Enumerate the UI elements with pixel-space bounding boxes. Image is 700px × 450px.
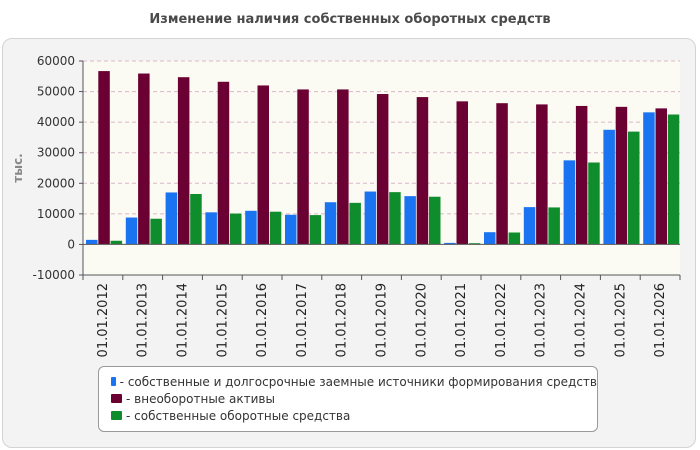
bar-series-2 — [575, 105, 588, 245]
bar-series-3 — [389, 192, 401, 245]
bar-series-3 — [269, 211, 282, 245]
bar-series-3 — [110, 240, 123, 245]
bar-series-3 — [508, 232, 521, 245]
y-tick-label: 60000 — [37, 54, 75, 68]
legend-swatch-sources — [111, 377, 116, 386]
bar-series-1 — [205, 212, 217, 245]
bar-series-1 — [245, 210, 257, 245]
bar-series-2 — [496, 103, 508, 245]
bar-series-2 — [376, 94, 389, 245]
x-tick-label: 01.01.2017 — [295, 283, 310, 357]
x-tick-label: 01.01.2014 — [176, 283, 191, 357]
legend-item-noncurrent-assets: - внеоборотные активы — [111, 390, 597, 407]
bar-series-3 — [667, 114, 680, 245]
bar-series-3 — [190, 193, 202, 245]
y-tick-label: 30000 — [37, 146, 75, 160]
x-tick-label: 01.01.2025 — [613, 283, 628, 357]
x-tick-label: 01.01.2026 — [653, 283, 668, 357]
y-tick-label: 50000 — [37, 85, 75, 99]
x-tick-label: 01.01.2022 — [494, 283, 509, 357]
bar-series-3 — [588, 162, 600, 245]
x-tick-label: 01.01.2024 — [574, 283, 589, 357]
x-tick-label: 01.01.2013 — [136, 283, 151, 357]
legend: - собственные и долгосрочные заемные ист… — [98, 366, 598, 432]
legend-item-working-capital: - собственные оборотные средства — [111, 407, 597, 424]
bar-series-3 — [230, 213, 242, 245]
legend-label-sources: - собственные и долгосрочные заемные ист… — [119, 374, 597, 389]
x-tick-label: 01.01.2020 — [414, 283, 429, 357]
x-tick-label: 01.01.2015 — [215, 283, 230, 357]
y-axis-title: тыс. — [11, 153, 25, 182]
bar-series-3 — [349, 202, 361, 245]
y-tick-label: 20000 — [37, 176, 75, 190]
y-tick-label: 0 — [67, 237, 75, 251]
bar-series-3 — [150, 218, 162, 245]
x-tick-label: 01.01.2023 — [534, 283, 549, 357]
bar-series-2 — [297, 89, 309, 245]
x-tick-label: 01.01.2016 — [255, 283, 270, 357]
bar-series-1 — [404, 196, 416, 245]
bar-series-1 — [444, 242, 456, 245]
bar-series-2 — [615, 106, 628, 245]
bar-series-2 — [177, 77, 190, 245]
bar-series-1 — [563, 160, 576, 245]
bar-series-1 — [484, 232, 496, 245]
legend-item-sources: - собственные и долгосрочные заемные ист… — [111, 373, 597, 390]
bar-series-2 — [138, 73, 150, 245]
x-tick-label: 01.01.2019 — [375, 283, 390, 357]
bar-series-1 — [603, 129, 615, 245]
bar-series-2 — [655, 108, 667, 245]
bar-series-1 — [285, 214, 297, 245]
y-tick-label: -10000 — [32, 268, 75, 282]
y-tick-label: 40000 — [37, 115, 75, 129]
legend-label-working-capital: - собственные оборотные средства — [126, 408, 351, 423]
bar-series-3 — [628, 131, 640, 245]
bar-series-3 — [548, 207, 560, 245]
bar-series-2 — [217, 81, 230, 245]
bar-series-2 — [536, 104, 548, 245]
bar-series-1 — [364, 191, 377, 245]
bar-series-2 — [337, 89, 349, 245]
legend-swatch-noncurrent-assets — [111, 394, 122, 403]
bar-series-3 — [429, 196, 441, 245]
bar-series-2 — [416, 97, 429, 245]
x-tick-label: 01.01.2012 — [96, 283, 111, 357]
bar-series-3 — [468, 243, 481, 245]
bar-series-1 — [324, 202, 337, 245]
x-tick-label: 01.01.2021 — [454, 283, 469, 357]
x-tick-label: 01.01.2018 — [335, 283, 350, 357]
legend-label-noncurrent-assets: - внеоборотные активы — [126, 391, 275, 406]
legend-swatch-working-capital — [111, 411, 122, 420]
chart-title: Изменение наличия собственных оборотных … — [149, 12, 551, 27]
bar-series-2 — [98, 71, 110, 245]
bar-series-1 — [125, 217, 138, 245]
bar-series-1 — [523, 207, 536, 245]
bar-series-2 — [257, 85, 269, 245]
y-tick-label: 10000 — [37, 207, 75, 221]
bar-series-1 — [165, 192, 178, 245]
bar-series-1 — [643, 112, 655, 245]
bar-series-1 — [86, 239, 98, 245]
bar-series-3 — [309, 215, 322, 245]
bar-series-2 — [456, 101, 468, 245]
